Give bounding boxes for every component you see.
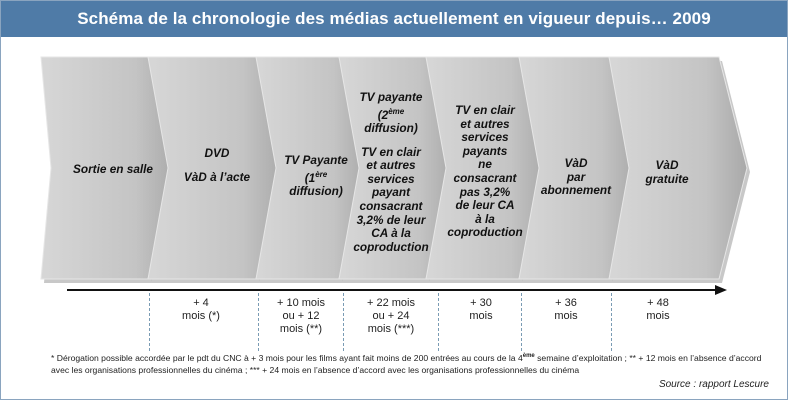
stage-label-line: (2ème bbox=[339, 105, 443, 123]
stage-label-line: abonnement bbox=[540, 183, 612, 198]
timeline-divider bbox=[521, 293, 522, 351]
chevron-stage-7 bbox=[608, 56, 748, 280]
timeline-label-6: + 48 mois bbox=[613, 297, 703, 323]
stage-label-line: coproduction bbox=[447, 225, 523, 240]
timeline-label-4: + 30 mois bbox=[436, 297, 526, 323]
stage-label-line: VàD bbox=[564, 156, 588, 170]
stage-label-line: pas 3,2% bbox=[459, 184, 511, 199]
stage-label-line: TV en clair bbox=[361, 144, 421, 159]
timeline-label-2: + 10 mois ou + 12 mois (**) bbox=[256, 297, 346, 336]
timeline-label-line: + 22 mois bbox=[367, 297, 415, 309]
stage-label-3: TV Payante (1ère diffusion) bbox=[263, 153, 369, 199]
timeline-label-line: + 48 bbox=[647, 297, 669, 309]
stage-label-7: VàD gratuite bbox=[611, 158, 723, 186]
timeline-label-line: ou + 24 bbox=[372, 310, 410, 322]
timeline-label-line: + 36 bbox=[555, 297, 577, 309]
stage-label-line: de leur CA bbox=[455, 198, 515, 213]
stage-label-2: DVD VàD à l’acte bbox=[159, 146, 275, 184]
timeline-label-line: mois (***) bbox=[367, 323, 415, 335]
stage-label-4: TV payante (2ème diffusion) TV en clair et a… bbox=[339, 90, 443, 254]
stage-label-line: Sortie en salle bbox=[73, 162, 153, 176]
timeline-label-3: + 22 mois ou + 24 mois (***) bbox=[346, 297, 436, 336]
stage-label-line: (1ère bbox=[263, 168, 369, 186]
stage-label-superscript: ème bbox=[388, 106, 405, 116]
timeline-label-line: mois (**) bbox=[279, 323, 323, 335]
stage-label-5: TV en clair et autres services payants ne con… bbox=[429, 103, 541, 240]
stage-label-line: ne bbox=[478, 157, 492, 172]
timeline-label-line: mois bbox=[554, 310, 578, 322]
footnote-text-2: semaine d’exploitation ; ** + 12 mois en… bbox=[51, 352, 762, 375]
stage-label-line: CA à la bbox=[371, 226, 411, 241]
stage-label-line: VàD à l’acte bbox=[183, 169, 251, 184]
stage-label-line: et autres bbox=[366, 158, 416, 173]
timeline-label-line: + 30 bbox=[470, 297, 492, 309]
source-credit: Source : rapport Lescure bbox=[658, 379, 769, 390]
footnote-superscript: ème bbox=[522, 353, 535, 359]
stage-label-line: consacrant bbox=[359, 199, 423, 214]
stage-label-line: par bbox=[566, 169, 586, 184]
timeline-divider bbox=[258, 293, 259, 351]
timeline-divider bbox=[611, 293, 612, 351]
stage-label-line: diffusion) bbox=[289, 184, 343, 199]
stage-label-line: 3,2% de leur bbox=[356, 212, 426, 227]
stage-label-line: gratuite bbox=[645, 171, 689, 186]
stage-label-1: Sortie en salle bbox=[49, 162, 177, 177]
timeline-label-line: + 10 mois bbox=[277, 297, 325, 309]
stage-label-line: TV en clair bbox=[455, 103, 515, 117]
stage-label-line: TV payante bbox=[359, 90, 423, 104]
timeline-label-line: mois bbox=[646, 310, 670, 322]
stage-label-line: consacrant bbox=[453, 170, 517, 185]
timeline-divider bbox=[149, 293, 150, 351]
stage-label-line: DVD bbox=[204, 146, 230, 160]
diagram-title: Schéma de la chronologie des médias actu… bbox=[1, 1, 787, 37]
timeline-label-1: + 4 mois (*) bbox=[156, 297, 246, 323]
timeline-label-line: ou + 12 bbox=[282, 310, 320, 322]
stage-label-line: à la bbox=[475, 211, 495, 226]
stage-label-line: et autres bbox=[460, 116, 510, 131]
footnote-text-1: * Dérogation possible accordée par le pd… bbox=[51, 352, 523, 363]
stage-label-line: TV Payante bbox=[284, 153, 348, 167]
timeline-label-line: mois (*) bbox=[182, 310, 220, 322]
timeline-arrowhead bbox=[715, 285, 727, 295]
timeline-label-5: + 36 mois bbox=[521, 297, 611, 323]
timeline-divider bbox=[343, 293, 344, 351]
stage-label-line-base: (2 bbox=[377, 107, 389, 122]
stage-label-line: diffusion) bbox=[364, 121, 418, 136]
stage-label-line: VàD bbox=[655, 158, 679, 172]
chevron-row bbox=[40, 56, 750, 283]
stage-label-line: payants bbox=[462, 143, 508, 158]
timeline-axis bbox=[67, 289, 717, 291]
stage-label-line: services bbox=[367, 171, 415, 186]
timeline-label-line: mois bbox=[469, 310, 493, 322]
stage-label-line: coproduction bbox=[353, 239, 429, 254]
stage-label-6: VàD par abonnement bbox=[521, 156, 631, 198]
stage-label-line: payant bbox=[371, 185, 411, 200]
timeline-label-line: + 4 bbox=[193, 297, 209, 309]
stage-label-line: services bbox=[461, 130, 509, 145]
footnote: * Dérogation possible accordée par le pd… bbox=[51, 350, 771, 376]
stage-label-line-base: (1 bbox=[304, 170, 316, 185]
stage-label-superscript: ère bbox=[315, 169, 328, 179]
timeline-divider bbox=[438, 293, 439, 351]
